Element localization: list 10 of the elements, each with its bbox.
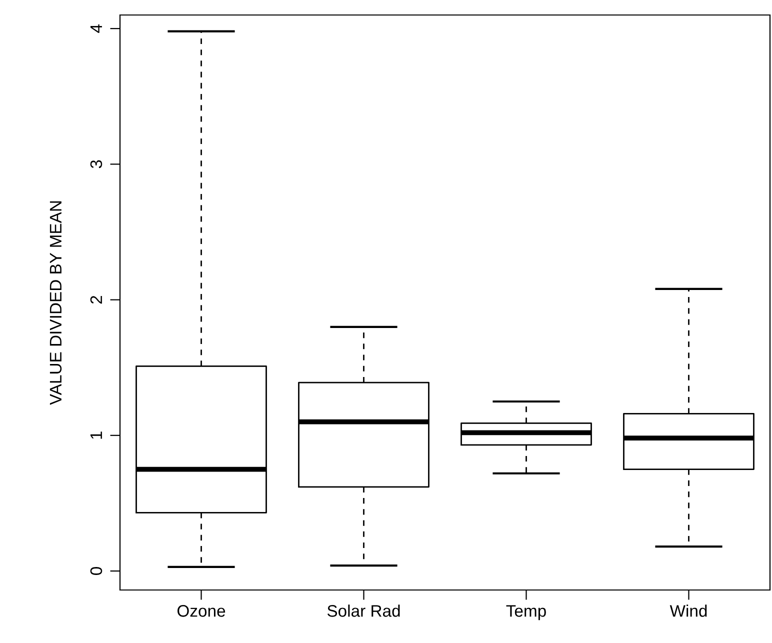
y-tick-label: 1: [90, 432, 102, 439]
y-tick-label: 4: [90, 24, 102, 33]
x-tick-label: Solar Rad: [327, 604, 400, 617]
x-tick-label: Wind: [670, 604, 707, 617]
x-tick-label: Temp: [506, 605, 546, 620]
y-tick-label: 3: [90, 160, 102, 168]
y-tick-label: 2: [90, 296, 102, 304]
x-tick-label: Ozone: [177, 605, 226, 617]
y-axis-title: VALUE DIVIDED BY MEAN: [50, 201, 62, 405]
y-tick-label: 0: [90, 567, 102, 575]
